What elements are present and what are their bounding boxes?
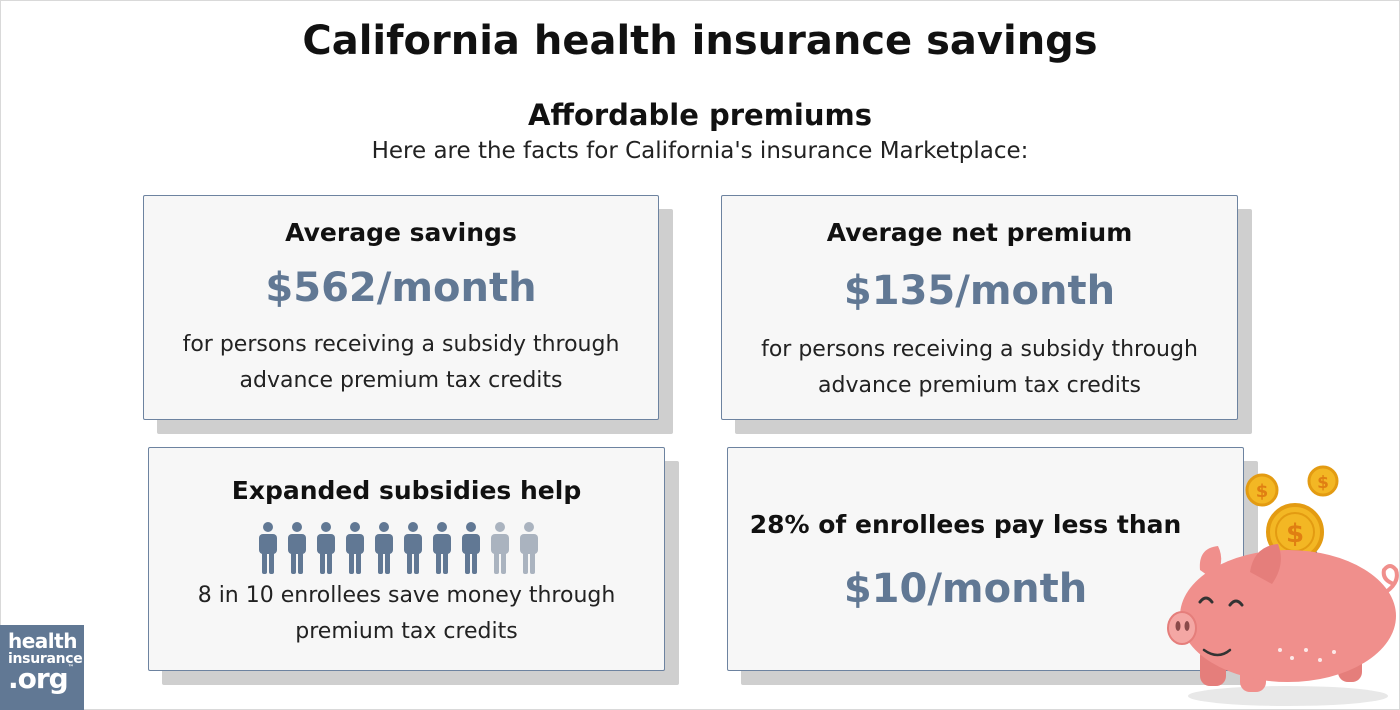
dollar-coin-icon: $: [1245, 473, 1279, 507]
dollar-coin-icon: $: [1266, 503, 1324, 561]
person-icon: [259, 522, 277, 574]
svg-text:$: $: [1256, 481, 1269, 502]
card-body-line: for persons receiving a subsidy through: [761, 337, 1198, 362]
person-icon: [346, 522, 364, 574]
card-body-line: 8 in 10 enrollees save money through: [197, 583, 616, 608]
card-body-line: advance premium tax credits: [818, 373, 1141, 398]
logo-line: health: [8, 629, 77, 653]
dollar-coin-icon: $: [1307, 465, 1339, 497]
low-cost-amount: $10/month: [843, 566, 1088, 612]
healthinsurance-org-logo: health insurance .org™: [0, 625, 84, 710]
logo-trademark: ™: [67, 664, 74, 671]
average-savings-card: Average savings $562/month for persons r…: [143, 195, 659, 420]
page-subtitle: Affordable premiums: [528, 98, 872, 132]
person-icon: [317, 522, 335, 574]
person-icon: [462, 522, 480, 574]
person-icon: [491, 522, 509, 574]
svg-text:$: $: [1286, 519, 1304, 549]
savings-amount: $562/month: [265, 265, 537, 311]
person-icon: [520, 522, 538, 574]
card-heading: Expanded subsidies help: [231, 476, 582, 505]
svg-text:$: $: [1317, 473, 1329, 493]
person-icon: [375, 522, 393, 574]
low-cost-card: 28% of enrollees pay less than $10/month: [727, 447, 1244, 671]
people-icon-row: [257, 522, 538, 574]
card-heading: Average savings: [285, 218, 517, 247]
piggy-bank-icon: $ $ $: [1167, 465, 1399, 706]
logo-line: insurance: [8, 651, 83, 667]
person-icon: [433, 522, 451, 574]
card-heading: Average net premium: [826, 218, 1133, 247]
logo-line: .org: [8, 662, 69, 695]
average-net-premium-card: Average net premium $135/month for perso…: [721, 195, 1238, 420]
card-body-line: advance premium tax credits: [239, 368, 563, 393]
expanded-subsidies-card: Expanded subsidies help 8 in 10 enrollee…: [148, 447, 665, 671]
card-body-line: premium tax credits: [295, 619, 518, 644]
person-icon: [288, 522, 306, 574]
page-title: California health insurance savings: [302, 18, 1098, 64]
card-heading: 28% of enrollees pay less than: [749, 510, 1182, 539]
intro-text: Here are the facts for California's insu…: [371, 138, 1029, 164]
person-icon: [404, 522, 422, 574]
net-premium-amount: $135/month: [843, 268, 1116, 314]
card-body-line: for persons receiving a subsidy through: [182, 332, 620, 357]
